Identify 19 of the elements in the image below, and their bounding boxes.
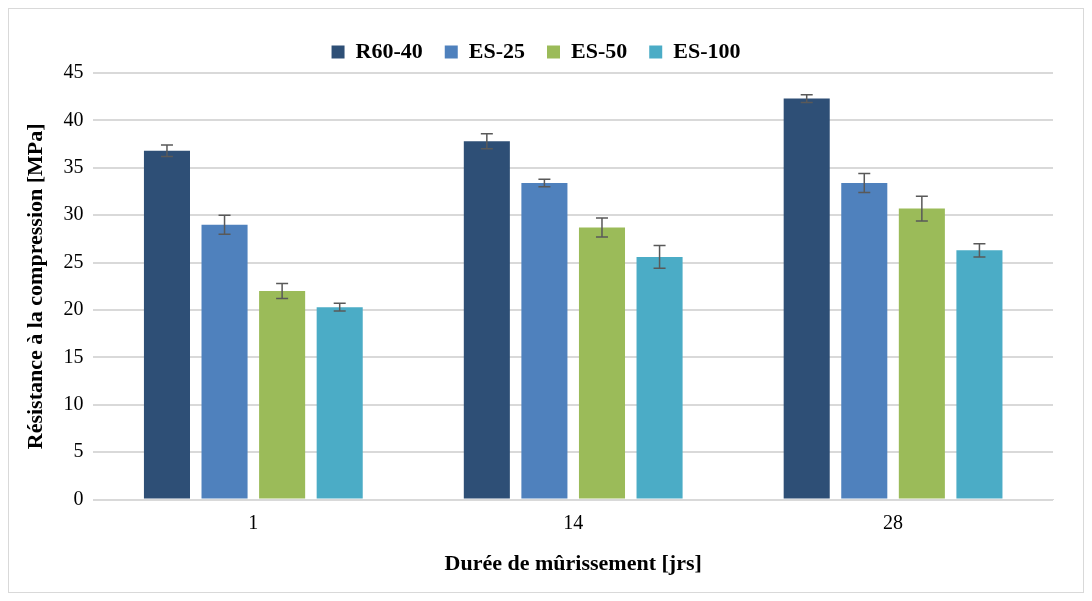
- y-tick-label: 40: [63, 107, 84, 130]
- legend-label: ES-25: [468, 37, 525, 63]
- y-tick-label: 30: [63, 202, 84, 225]
- x-tick-label: 28: [883, 510, 904, 533]
- y-tick-label: 10: [63, 392, 84, 415]
- y-tick-label: 20: [63, 297, 84, 320]
- y-tick-label: 0: [73, 486, 84, 509]
- y-axis-title: Résistance à la compression [MPa]: [21, 123, 47, 450]
- legend-label: ES-100: [673, 37, 741, 63]
- legend-label: ES-50: [570, 37, 628, 63]
- y-tick-label: 25: [63, 249, 84, 272]
- y-tick-label: 35: [63, 155, 84, 178]
- x-tick-label: 1: [248, 510, 259, 533]
- y-tick-label: 5: [73, 439, 84, 462]
- legend-label: R60-40: [355, 37, 423, 63]
- y-tick-label: 15: [63, 344, 84, 367]
- x-tick-label: 14: [563, 510, 584, 533]
- y-tick-label: 45: [63, 60, 84, 83]
- x-axis-title: Durée de mûrissement [jrs]: [444, 550, 702, 576]
